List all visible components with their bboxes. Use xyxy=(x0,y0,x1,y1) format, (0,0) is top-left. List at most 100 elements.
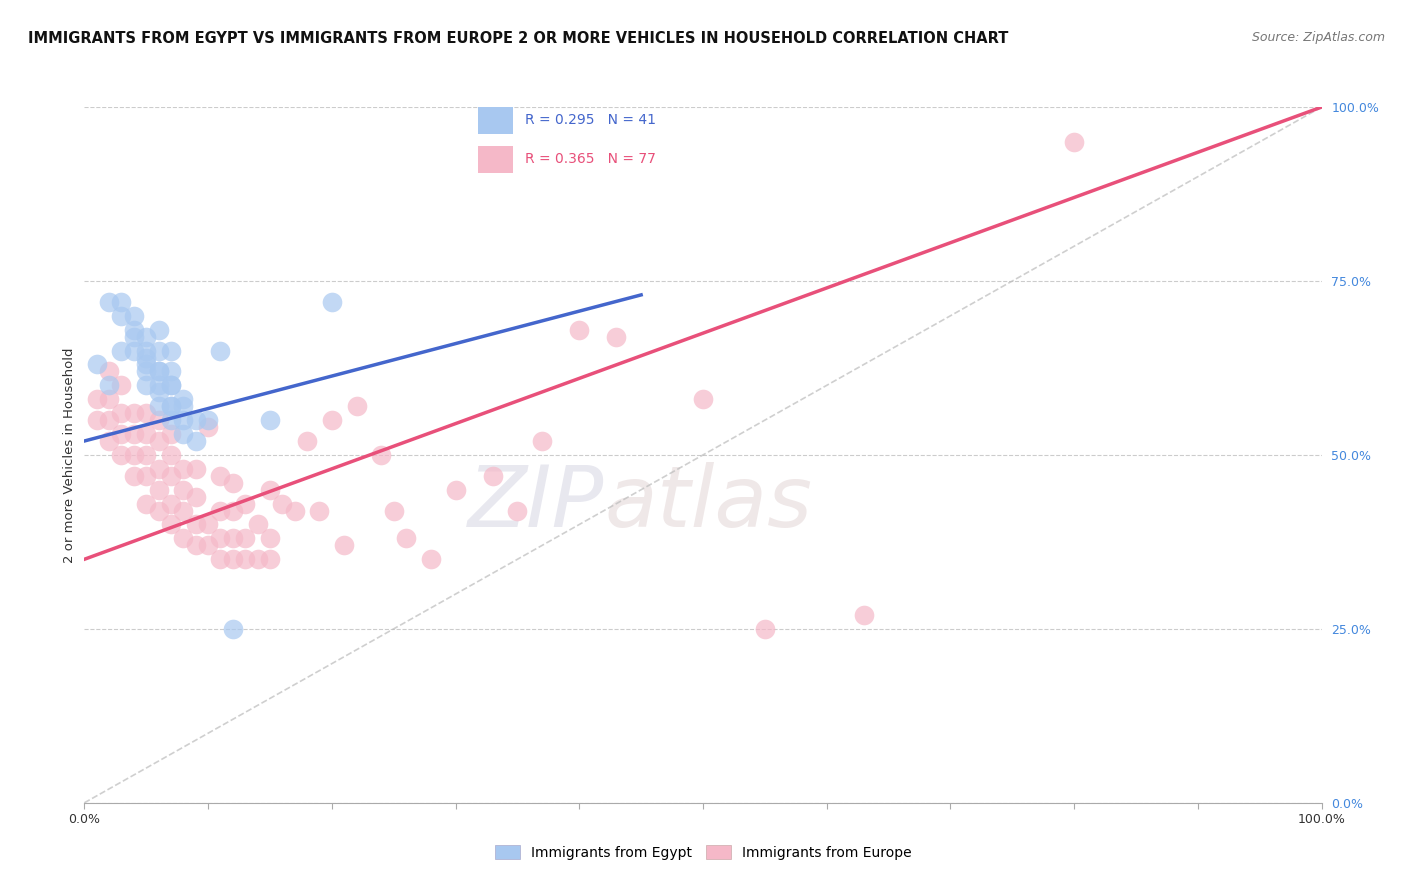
Point xyxy=(148,343,170,358)
Point xyxy=(222,552,245,566)
Point xyxy=(160,413,183,427)
Point xyxy=(209,468,232,483)
Point xyxy=(98,294,121,309)
Point xyxy=(160,378,183,392)
Point xyxy=(135,364,157,378)
Text: atlas: atlas xyxy=(605,462,813,545)
Point xyxy=(160,343,183,358)
Point xyxy=(122,468,145,483)
Point xyxy=(222,622,245,636)
Point xyxy=(110,448,132,462)
Point xyxy=(148,385,170,400)
Point xyxy=(444,483,467,497)
Point xyxy=(308,503,330,517)
Legend: Immigrants from Egypt, Immigrants from Europe: Immigrants from Egypt, Immigrants from E… xyxy=(489,839,917,865)
Point xyxy=(160,399,183,413)
Point xyxy=(172,483,194,497)
Point xyxy=(122,309,145,323)
Point xyxy=(148,413,170,427)
Point xyxy=(135,329,157,343)
Point xyxy=(246,552,269,566)
Point xyxy=(184,434,207,448)
Point xyxy=(135,351,157,365)
Point xyxy=(233,532,256,546)
Point xyxy=(148,378,170,392)
Point xyxy=(148,503,170,517)
Text: R = 0.365   N = 77: R = 0.365 N = 77 xyxy=(526,153,657,166)
Point xyxy=(135,378,157,392)
Point xyxy=(197,538,219,552)
Point xyxy=(110,406,132,420)
Point xyxy=(135,427,157,442)
Point xyxy=(135,406,157,420)
Point xyxy=(370,448,392,462)
Point xyxy=(110,378,132,392)
Point xyxy=(184,490,207,504)
Point xyxy=(259,532,281,546)
Point xyxy=(135,468,157,483)
Point xyxy=(172,427,194,442)
Point xyxy=(481,468,503,483)
Point xyxy=(98,392,121,407)
Point xyxy=(531,434,554,448)
Point xyxy=(122,343,145,358)
Point xyxy=(148,364,170,378)
Point xyxy=(246,517,269,532)
Point xyxy=(568,323,591,337)
Point xyxy=(284,503,307,517)
Point xyxy=(160,517,183,532)
Point xyxy=(172,413,194,427)
Point xyxy=(346,399,368,413)
Point xyxy=(160,427,183,442)
Point xyxy=(259,483,281,497)
Point xyxy=(605,329,627,343)
Point xyxy=(148,434,170,448)
Text: IMMIGRANTS FROM EGYPT VS IMMIGRANTS FROM EUROPE 2 OR MORE VEHICLES IN HOUSEHOLD : IMMIGRANTS FROM EGYPT VS IMMIGRANTS FROM… xyxy=(28,31,1008,46)
Point xyxy=(98,378,121,392)
Point xyxy=(222,475,245,490)
Point xyxy=(122,329,145,343)
Point xyxy=(160,399,183,413)
Point xyxy=(160,378,183,392)
Point xyxy=(271,497,294,511)
Point xyxy=(110,294,132,309)
Point xyxy=(86,358,108,372)
Text: Source: ZipAtlas.com: Source: ZipAtlas.com xyxy=(1251,31,1385,45)
Point xyxy=(110,309,132,323)
Point xyxy=(419,552,441,566)
Point xyxy=(754,622,776,636)
Point xyxy=(1063,135,1085,149)
Point xyxy=(86,392,108,407)
Point xyxy=(222,532,245,546)
Point xyxy=(122,427,145,442)
Point xyxy=(321,294,343,309)
Point xyxy=(395,532,418,546)
Point xyxy=(184,517,207,532)
Point xyxy=(135,497,157,511)
Point xyxy=(321,413,343,427)
Point xyxy=(184,538,207,552)
Point xyxy=(135,358,157,372)
Point xyxy=(148,399,170,413)
Bar xyxy=(478,145,513,173)
Point xyxy=(852,607,875,622)
Point xyxy=(172,399,194,413)
Point xyxy=(197,413,219,427)
Point xyxy=(233,552,256,566)
Point xyxy=(222,503,245,517)
Point xyxy=(98,364,121,378)
Point xyxy=(382,503,405,517)
Y-axis label: 2 or more Vehicles in Household: 2 or more Vehicles in Household xyxy=(63,347,76,563)
Text: ZIP: ZIP xyxy=(468,462,605,545)
Point xyxy=(209,552,232,566)
Point xyxy=(184,413,207,427)
Point xyxy=(172,462,194,476)
Point xyxy=(122,323,145,337)
Point xyxy=(148,364,170,378)
Point xyxy=(197,517,219,532)
Point xyxy=(333,538,356,552)
Point xyxy=(135,343,157,358)
Point xyxy=(135,448,157,462)
Point xyxy=(110,343,132,358)
Point xyxy=(148,323,170,337)
